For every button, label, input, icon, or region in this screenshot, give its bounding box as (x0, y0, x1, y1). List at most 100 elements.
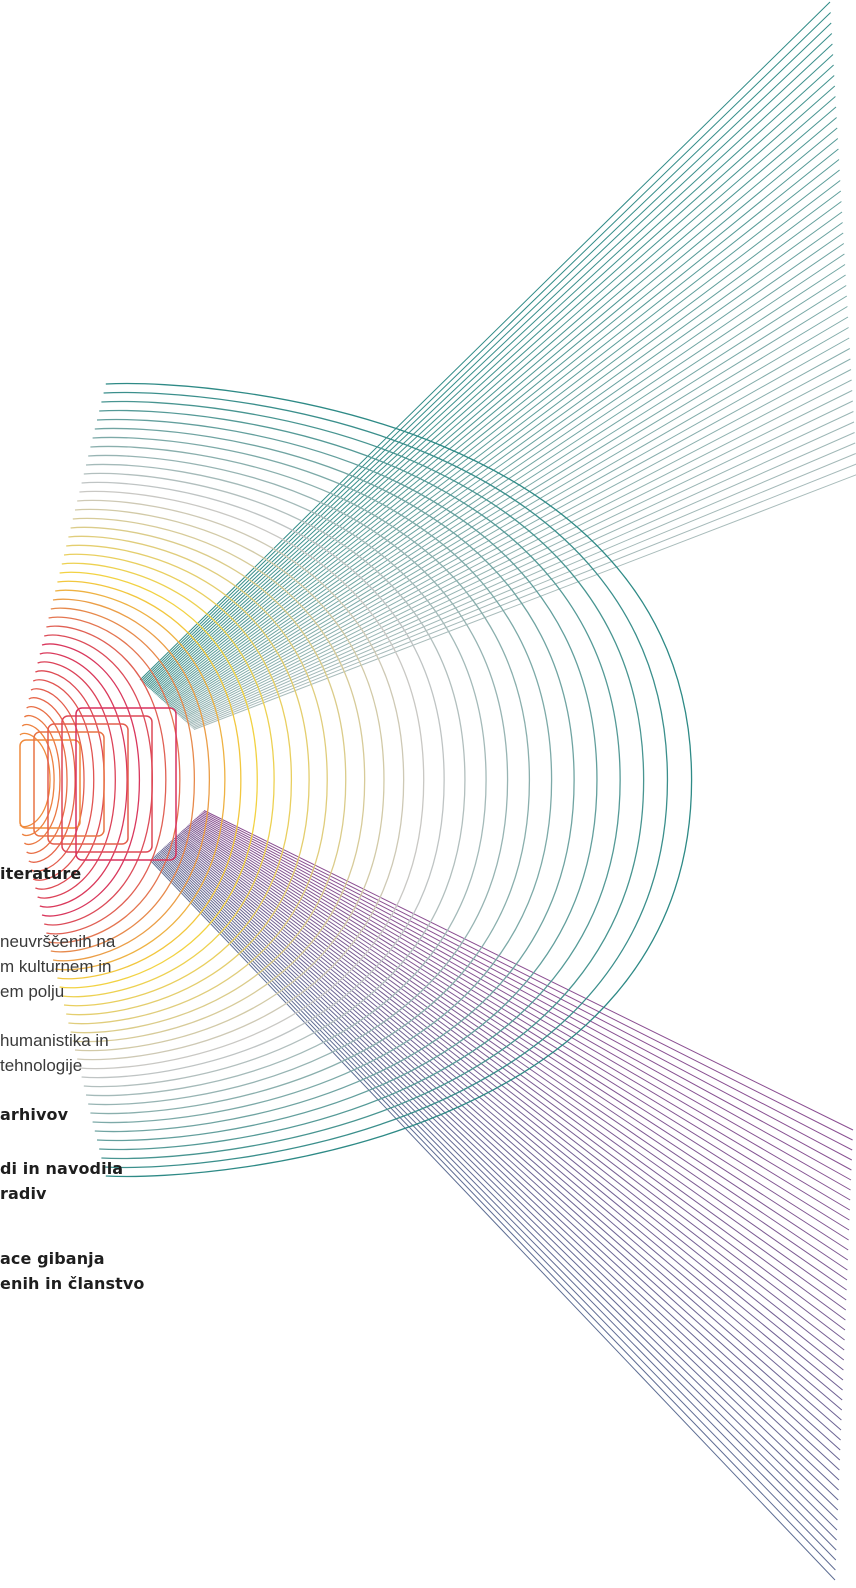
menu-item-text-line: em polju (0, 982, 65, 1001)
concentric-arc (46, 625, 167, 935)
fan-line-upper (157, 159, 840, 697)
menu-item-guides[interactable]: di in navodila (0, 1159, 124, 1178)
fan-line-lower (177, 834, 845, 1351)
concentric-arc (103, 391, 669, 1169)
concentric-arc (77, 499, 405, 1061)
concentric-arc (39, 652, 128, 908)
concentric-arc (21, 723, 55, 837)
concentric-arc (101, 400, 645, 1160)
fan-line-upper (169, 264, 846, 708)
menu-item-text-line: tehnologije (0, 1056, 83, 1075)
concentric-arc (105, 382, 693, 1178)
concentric-arc (30, 688, 85, 872)
fan-line-lower (194, 818, 851, 1211)
fan-line-upper (166, 232, 844, 705)
fan-line-upper (142, 22, 832, 683)
concentric-arc (57, 580, 242, 980)
fan-line-upper (178, 337, 850, 716)
fan-line-upper (146, 64, 834, 687)
fan-line-upper (185, 400, 854, 723)
concentric-arc (52, 598, 211, 962)
fan-line-lower (178, 833, 845, 1341)
concentric-arc (59, 571, 258, 989)
menu-item-literature[interactable]: iterature (0, 864, 82, 883)
fan-line-upper (167, 243, 845, 706)
concentric-arc (74, 508, 385, 1052)
concentric-arc (85, 463, 487, 1097)
menu-item-archives[interactable]: arhivov (0, 1105, 69, 1124)
fan-line-upper (148, 75, 835, 689)
concentric-arc (68, 535, 328, 1025)
rounded-square (61, 715, 153, 853)
menu-item-movement-line2[interactable]: enih in članstvo (0, 1274, 145, 1293)
menu-item-movement[interactable]: ace gibanja (0, 1249, 105, 1268)
fan-line-upper (156, 148, 839, 696)
fan-line-lower (153, 856, 837, 1551)
fan-line-upper (179, 348, 851, 717)
fan-line-lower (154, 855, 837, 1541)
concentric-arc (63, 553, 293, 1007)
fan-line-upper (175, 316, 849, 714)
rounded-square (33, 731, 105, 837)
fan-line-lower (173, 837, 844, 1381)
fan-line-lower (190, 822, 849, 1241)
fan-line-lower (150, 858, 836, 1571)
fan-line-lower (180, 830, 846, 1321)
menu-item-guides-line2[interactable]: radiv (0, 1184, 47, 1203)
fan-line-lower (159, 850, 839, 1501)
fan-line-lower (166, 844, 841, 1441)
fan-line-upper (172, 285, 847, 711)
fan-line-lower (149, 859, 836, 1581)
menu-item-text-line: m kulturnem in (0, 957, 112, 976)
fan-line-upper (151, 106, 837, 692)
fan-line-lower (164, 846, 841, 1461)
fan-line-lower (185, 826, 848, 1281)
fan-line-upper (168, 253, 845, 707)
fan-line-upper (186, 411, 854, 724)
fan-line-lower (200, 813, 853, 1161)
fan-line-upper (181, 369, 852, 719)
concentric-arc (94, 427, 575, 1133)
fan-line-lower (170, 840, 843, 1411)
fan-line-lower (202, 811, 853, 1141)
fan-line-upper (158, 169, 840, 698)
concentric-arc (61, 562, 275, 998)
fan-line-upper (190, 442, 856, 727)
fan-line-upper (193, 474, 856, 730)
fan-line-upper (174, 306, 848, 713)
fan-line-lower (203, 810, 854, 1131)
fan-line-lower (168, 842, 842, 1421)
concentric-arc (99, 409, 621, 1151)
fan-line-lower (192, 819, 850, 1221)
concentric-arc (66, 544, 310, 1016)
concentric-arc (79, 490, 425, 1070)
fan-line-upper (182, 379, 852, 721)
fan-line-lower (156, 853, 838, 1521)
fan-line-lower (183, 828, 847, 1301)
fan-line-upper (192, 463, 856, 729)
fan-line-upper (191, 453, 856, 728)
concentric-arc (41, 643, 141, 917)
fan-line-lower (167, 843, 842, 1431)
concentric-arc (32, 679, 95, 881)
fan-line-upper (184, 390, 853, 722)
rounded-square (19, 739, 81, 829)
fan-line-lower (171, 839, 843, 1401)
menu-item-text-line: humanistika in (0, 1031, 109, 1050)
concentric-arc (50, 607, 196, 953)
fan-line-upper (176, 327, 849, 715)
fan-line-upper (180, 358, 851, 718)
fan-line-lower (174, 836, 844, 1371)
rounded-square (47, 723, 129, 845)
fan-line-lower (197, 815, 852, 1181)
fan-line-lower (176, 835, 845, 1361)
fan-line-upper (188, 432, 855, 726)
rounded-square (75, 707, 177, 861)
concentric-arc (72, 517, 366, 1043)
fan-line-lower (155, 854, 838, 1531)
fan-line-upper (162, 201, 842, 702)
fan-line-lower (172, 838, 843, 1391)
fan-line-upper (144, 43, 833, 685)
